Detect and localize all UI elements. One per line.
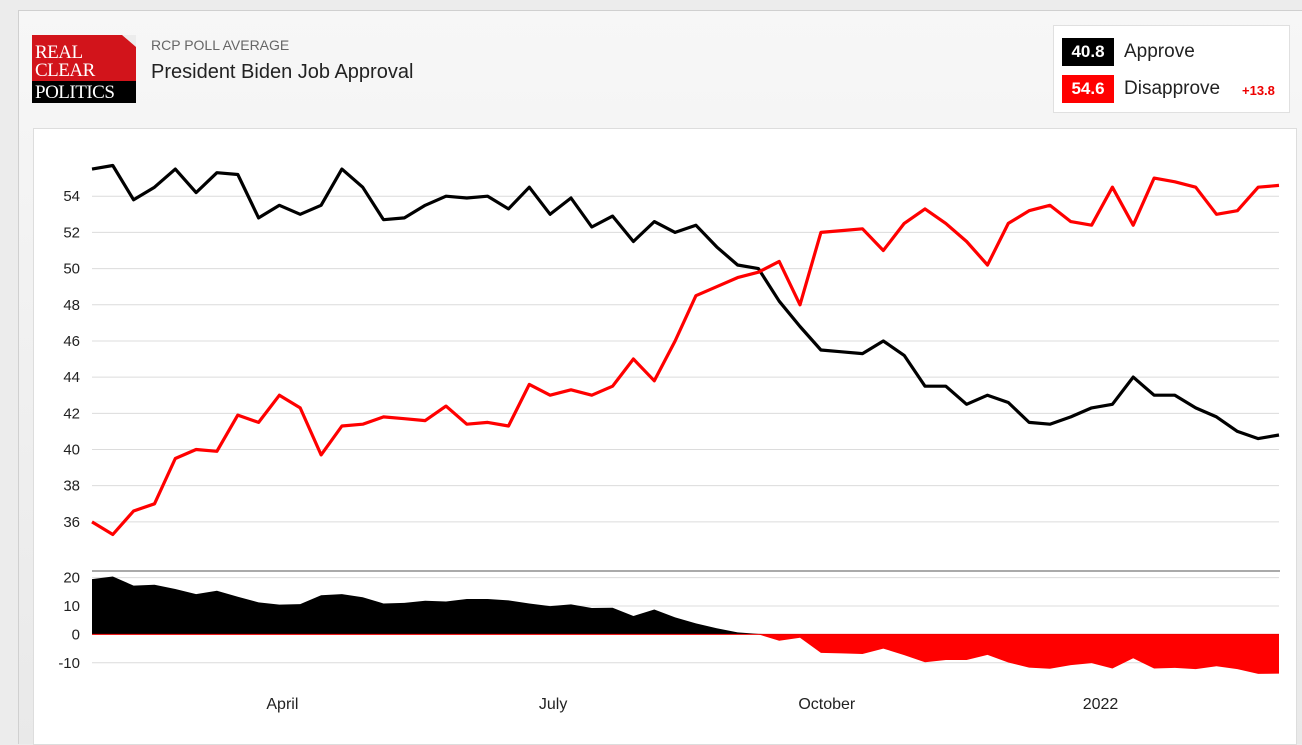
logo-line-2: CLEAR <box>35 60 95 81</box>
y-tick-label: 36 <box>63 514 80 531</box>
legend-box: 40.8 Approve 54.6 Disapprove +13.8 <box>1053 25 1290 113</box>
logo-line-3-band: POLITICS <box>32 81 136 103</box>
chart-title: President Biden Job Approval <box>151 61 414 83</box>
y-tick-label: 38 <box>63 478 80 495</box>
spread-y-tick-label: 10 <box>63 598 80 615</box>
chart-kicker: RCP POLL AVERAGE <box>151 37 290 53</box>
logo-notch <box>122 35 136 47</box>
x-tick-label: October <box>798 696 856 713</box>
chart-area: 36 38 40 42 44 46 48 50 52 54 20 10 0 -10 April July Oct… <box>33 128 1297 745</box>
approve-value-badge: 40.8 <box>1062 38 1114 66</box>
y-tick-label: 50 <box>63 261 80 278</box>
spread-value: +13.8 <box>1242 83 1275 98</box>
spread-area-approve <box>92 576 1279 635</box>
y-tick-label: 42 <box>63 405 80 422</box>
logo-line-1: REAL <box>35 42 83 63</box>
y-tick-label: 52 <box>63 224 80 241</box>
spread-y-tick-label: -10 <box>58 655 80 672</box>
x-tick-label: 2022 <box>1083 696 1119 713</box>
spread-y-tick-label: 0 <box>72 626 80 643</box>
spread-y-tick-label: 20 <box>63 570 80 587</box>
disapprove-label: Disapprove <box>1124 78 1221 99</box>
series-line-disapprove <box>91 176 1280 537</box>
y-tick-label: 54 <box>63 188 80 205</box>
y-tick-label: 44 <box>63 369 80 386</box>
logo-line-3: POLITICS <box>35 82 115 103</box>
series-line-approve <box>91 163 1280 441</box>
y-tick-label: 40 <box>63 442 80 459</box>
disapprove-value-badge: 54.6 <box>1062 75 1114 103</box>
chart-svg[interactable]: 36 38 40 42 44 46 48 50 52 54 20 10 0 -10 April July Oct… <box>34 129 1296 744</box>
approve-label: Approve <box>1124 41 1195 62</box>
y-tick-label: 48 <box>63 297 80 314</box>
spread-area-disapprove <box>92 634 1279 674</box>
x-tick-label: July <box>539 696 567 713</box>
y-tick-label: 46 <box>63 333 80 350</box>
x-tick-label: April <box>266 696 298 713</box>
rcp-logo[interactable]: REAL CLEAR POLITICS <box>32 35 136 103</box>
